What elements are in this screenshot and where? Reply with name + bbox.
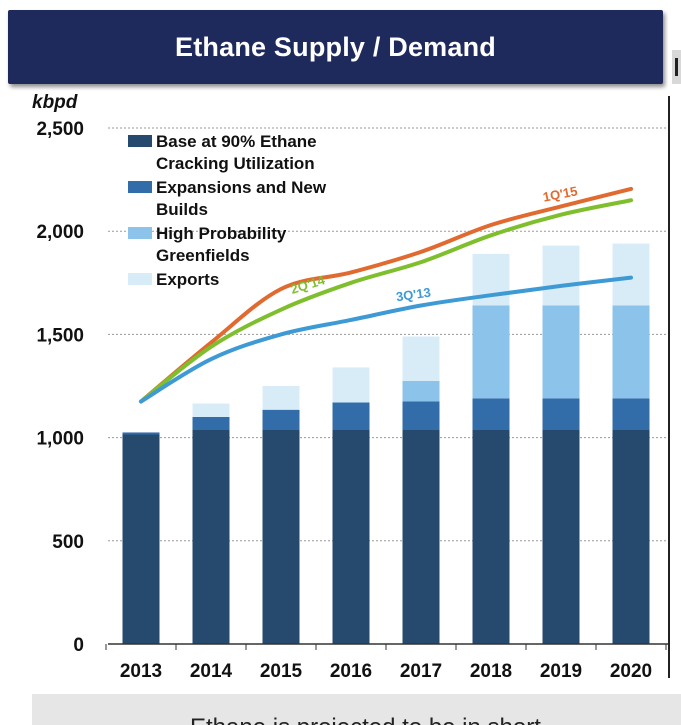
forecast-line <box>139 198 633 404</box>
y-tick-label: 2,500 <box>36 119 84 140</box>
bar-segment <box>402 380 440 402</box>
forecast-line-label: 1Q'15 <box>542 183 579 204</box>
legend-label: Greenfields <box>156 246 250 265</box>
y-tick-label: 1,000 <box>36 429 84 450</box>
forecast-line <box>139 186 633 404</box>
legend: Base at 90% Ethane Cracking Utilization Ex… <box>128 132 327 289</box>
bar-segment <box>542 429 580 644</box>
legend-label: Base at 90% Ethane <box>156 132 317 151</box>
bar-segment <box>402 336 440 381</box>
y-tick-label: 500 <box>52 532 84 553</box>
adjacent-panel-edge <box>668 6 681 678</box>
legend-label: Builds <box>156 200 208 219</box>
title-banner: Ethane Supply / Demand <box>8 10 663 84</box>
legend-swatch <box>128 135 152 147</box>
forecast-line-label: 3Q'13 <box>395 285 432 305</box>
bar-segment <box>332 402 370 430</box>
x-tick-label: 2014 <box>190 661 233 682</box>
y-tick-label: 0 <box>73 635 84 656</box>
bar-segment <box>472 305 510 399</box>
adjacent-panel-glyph <box>675 58 678 76</box>
bar-segment <box>542 398 580 430</box>
forecast-line <box>139 275 633 404</box>
y-tick-label: 2,000 <box>36 222 84 243</box>
x-tick-label: 2013 <box>120 661 162 682</box>
bar-segment <box>402 401 440 430</box>
bar-segment <box>262 409 300 430</box>
footer-text: Ethane is projected to be in short <box>190 714 541 725</box>
adjacent-panel-rule <box>668 96 670 678</box>
legend-swatch <box>128 273 152 285</box>
bar-segment <box>262 386 300 410</box>
legend-label: High Probability <box>156 224 287 243</box>
bar-segment <box>122 434 160 644</box>
x-tick-label: 2016 <box>330 661 372 682</box>
bar-segment <box>332 367 370 403</box>
bar-segment <box>542 305 580 399</box>
legend-swatch <box>128 227 152 239</box>
x-tick-label: 2015 <box>260 661 303 682</box>
bar-segment <box>332 429 370 644</box>
legend-label: Exports <box>156 270 219 289</box>
x-tick-label: 2020 <box>610 661 652 682</box>
footer-band: Ethane is projected to be in short <box>32 694 681 725</box>
y-unit-label: kbpd <box>32 92 78 113</box>
y-tick-label: 1,500 <box>36 325 84 346</box>
bar-segment <box>612 305 650 399</box>
bar-segment <box>192 416 230 430</box>
bar-segment <box>262 429 300 644</box>
bar-segment <box>472 429 510 644</box>
page-title: Ethane Supply / Demand <box>175 31 496 62</box>
bar-segment <box>612 398 650 430</box>
bar-segment <box>192 403 230 417</box>
bar-segment <box>402 429 440 644</box>
bar-segment <box>122 432 160 435</box>
bar-segment <box>542 245 580 306</box>
x-tick-label: 2018 <box>470 661 512 682</box>
legend-label: Expansions and New <box>156 178 327 197</box>
x-tick-label: 2019 <box>540 661 582 682</box>
x-tick-label: 2017 <box>400 661 442 682</box>
legend-label: Cracking Utilization <box>156 154 315 173</box>
bar-segment <box>472 398 510 430</box>
axes: 0 500 1,000 1,500 2,000 2,500 2013 2014 2015 2016… <box>36 119 668 682</box>
legend-swatch <box>128 181 152 193</box>
bar-segment <box>612 243 650 306</box>
bars <box>122 243 650 644</box>
bar-segment <box>612 429 650 644</box>
bar-segment <box>192 429 230 644</box>
